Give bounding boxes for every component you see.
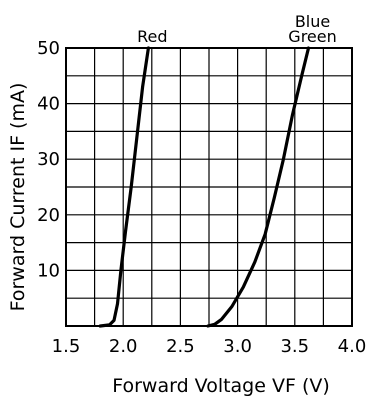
data-point (213, 323, 216, 326)
series-group (98, 46, 311, 328)
y-tick-label: 40 (37, 94, 60, 115)
data-point (124, 230, 127, 233)
data-point (231, 305, 233, 308)
x-tick-label: 2.0 (109, 336, 138, 357)
x-tick-label: 1.5 (52, 336, 81, 357)
y-tick-labels: 10 20 30 40 50 (37, 38, 60, 281)
x-tick-label: 3.5 (280, 336, 309, 357)
data-point (99, 325, 102, 327)
data-point (242, 286, 245, 288)
x-tick-label: 2.5 (166, 336, 195, 357)
data-point (130, 186, 133, 188)
data-point (300, 75, 303, 77)
data-point (307, 47, 310, 49)
data-point (264, 233, 266, 236)
data-point (253, 261, 256, 263)
data-point (141, 86, 144, 88)
data-point (147, 47, 150, 49)
data-point (220, 318, 223, 321)
data-point (136, 136, 138, 138)
data-point (116, 302, 119, 305)
series-line (98, 46, 150, 328)
data-point (282, 158, 285, 160)
data-point (113, 319, 115, 322)
series-label: Blue (295, 12, 330, 31)
x-tick-label: 3.0 (223, 336, 252, 357)
series-label: Green (288, 27, 336, 46)
data-point (273, 197, 276, 199)
data-point (291, 113, 294, 116)
x-axis-title: Forward Voltage VF (V) (112, 375, 330, 397)
y-tick-label: 30 (37, 149, 60, 170)
y-axis-title: Forward Current IF (mA) (7, 83, 29, 312)
data-point (120, 269, 122, 272)
grid-lines (66, 48, 352, 326)
x-tick-label: 4.0 (338, 336, 367, 357)
series-label: Red (137, 27, 167, 46)
series-line (206, 46, 311, 328)
x-tick-labels: 1.5 2.0 2.5 3.0 3.5 4.0 (52, 336, 367, 357)
y-tick-label: 10 (37, 260, 60, 281)
y-tick-label: 20 (37, 205, 60, 226)
y-tick-label: 50 (37, 38, 60, 59)
data-point (108, 324, 111, 326)
data-point (207, 325, 209, 327)
